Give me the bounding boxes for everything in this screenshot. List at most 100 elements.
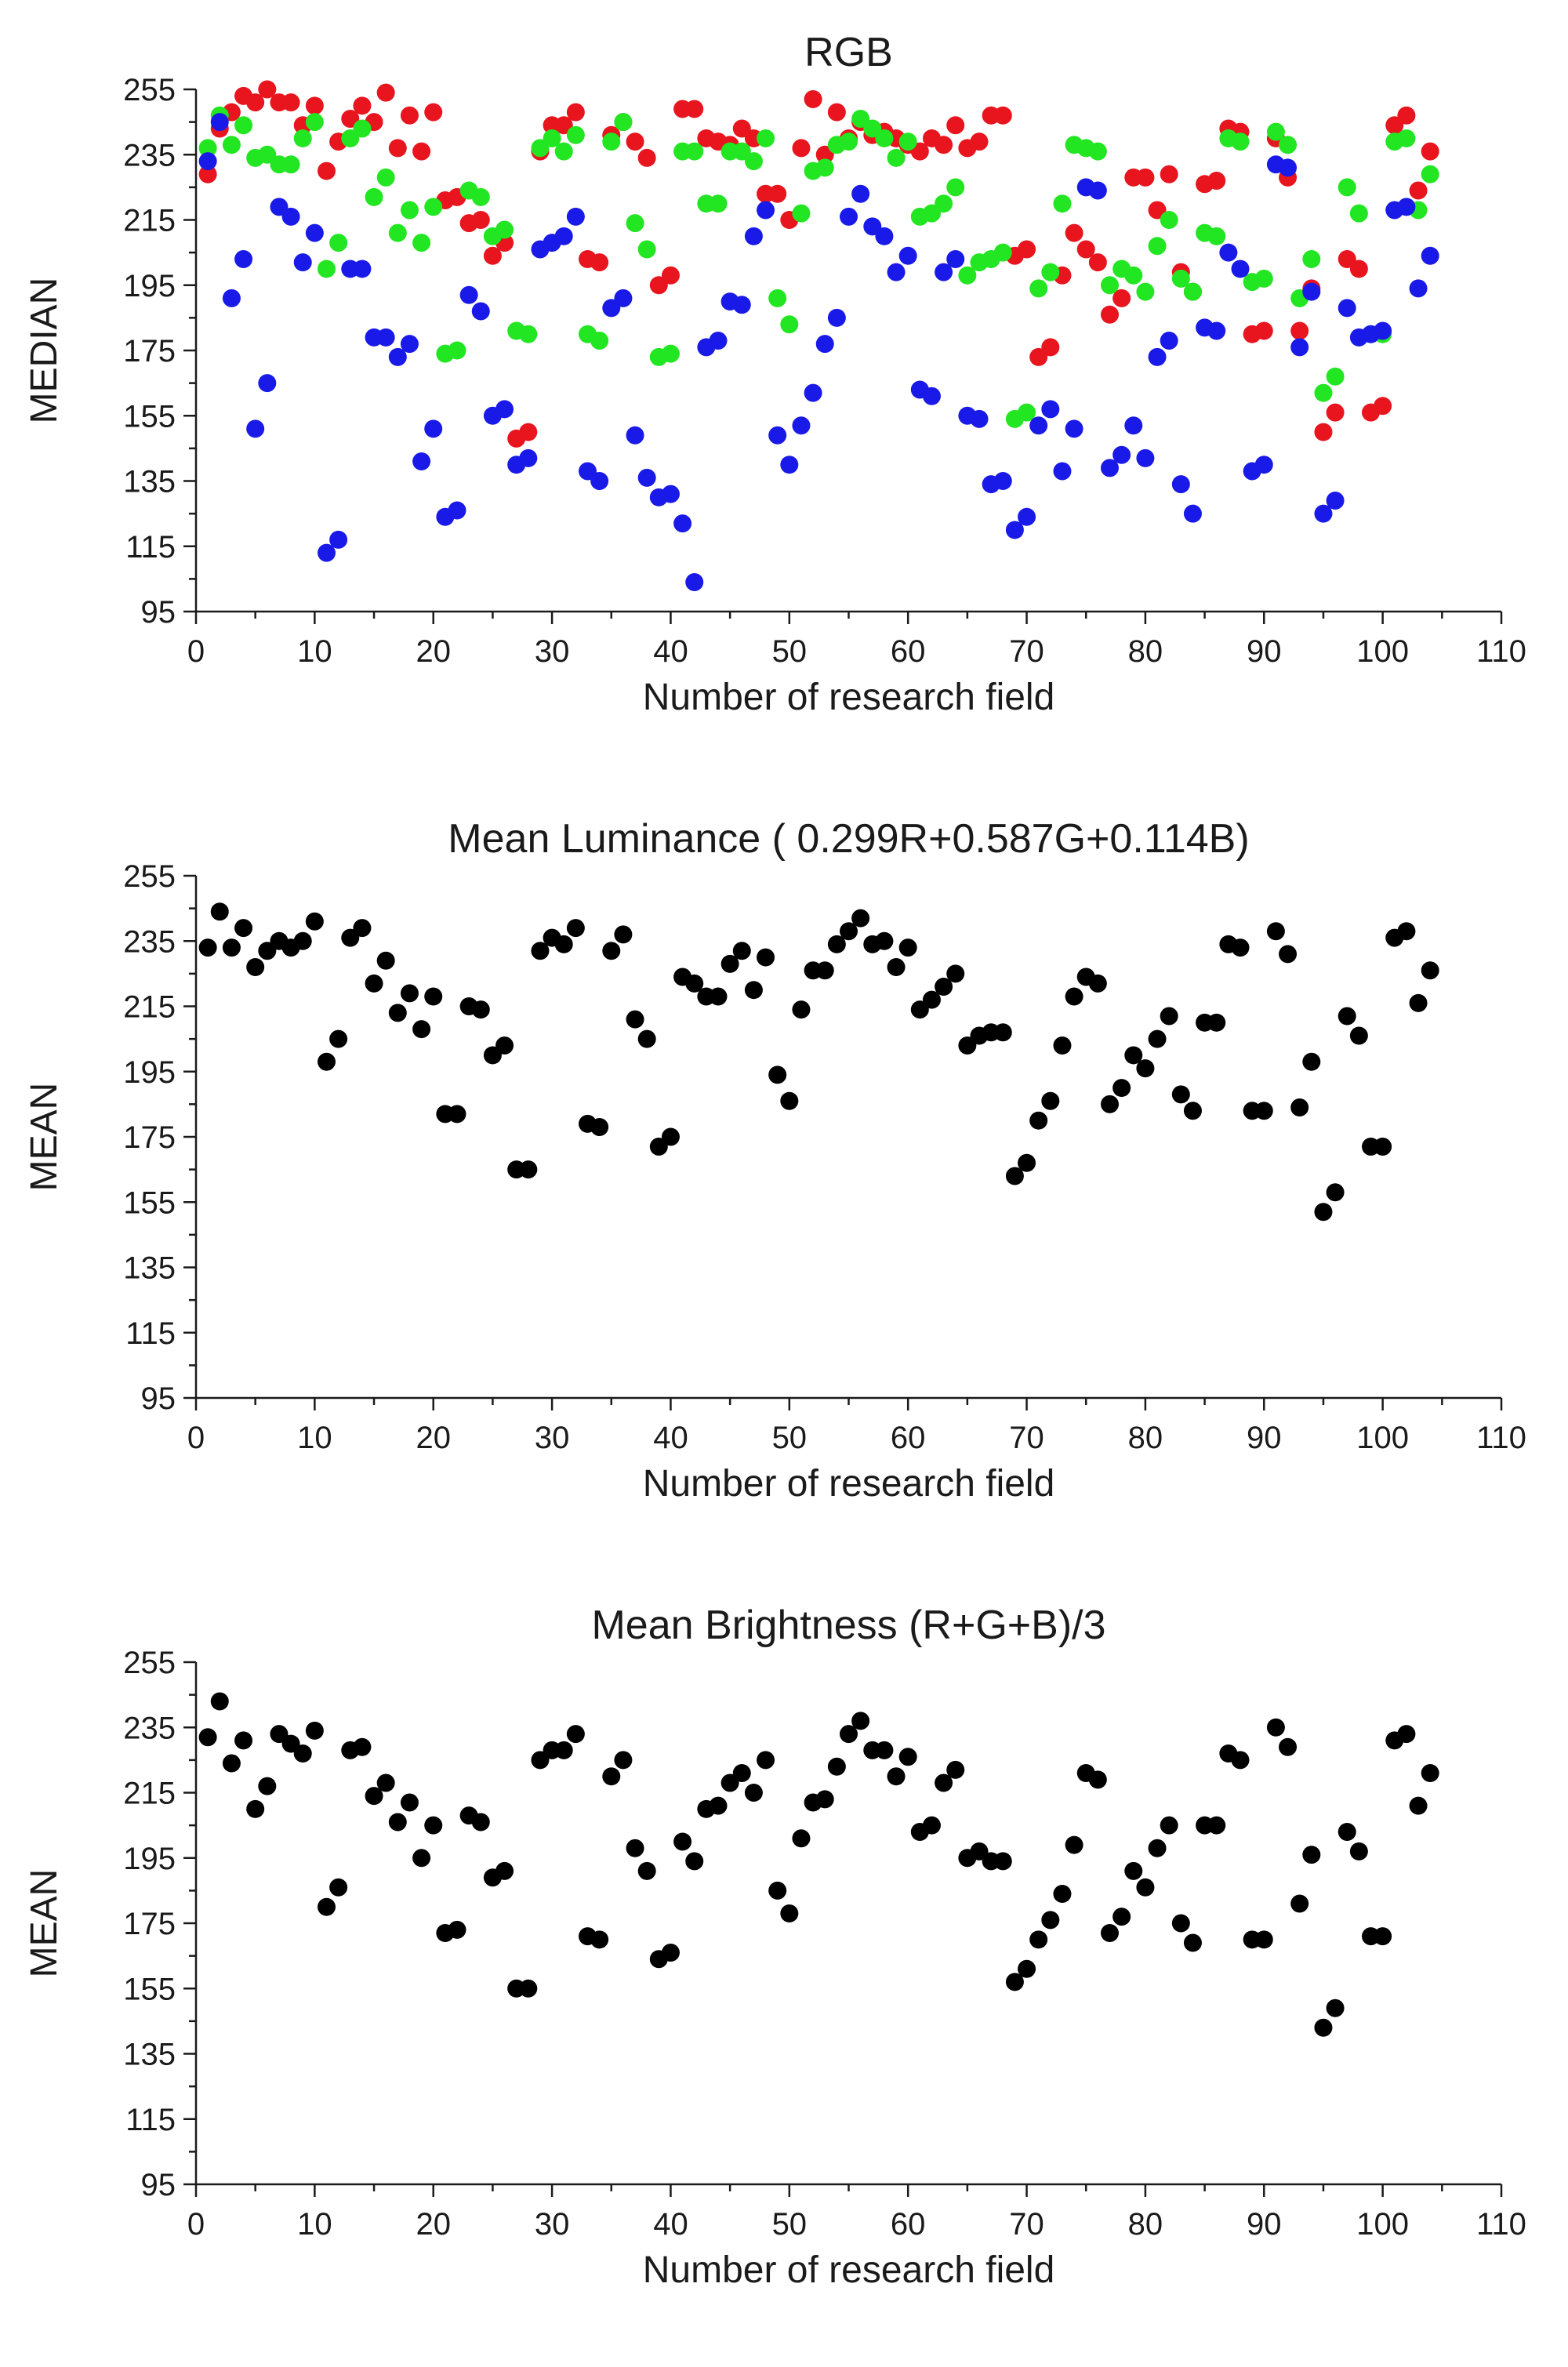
x-tick-label: 10 — [297, 634, 332, 669]
data-point — [1065, 987, 1083, 1006]
data-point — [744, 1784, 763, 1802]
data-point — [1065, 419, 1083, 438]
x-tick-label: 80 — [1128, 634, 1163, 669]
data-point — [1279, 158, 1298, 177]
data-point — [815, 145, 834, 164]
data-point — [519, 1979, 538, 1998]
data-point — [922, 990, 941, 1009]
data-point — [946, 1760, 965, 1779]
data-point — [1397, 922, 1416, 941]
y-tick-label: 215 — [123, 990, 176, 1025]
data-point — [744, 152, 763, 171]
data-point — [495, 1861, 514, 1880]
data-point — [305, 912, 324, 931]
data-point — [993, 1023, 1012, 1042]
data-point — [1171, 475, 1190, 494]
data-point — [531, 1751, 550, 1770]
data-point — [649, 1137, 668, 1156]
data-point — [210, 902, 229, 921]
data-point — [757, 129, 775, 147]
data-point — [1266, 1718, 1285, 1737]
data-point — [1029, 1111, 1048, 1130]
data-point — [281, 155, 300, 174]
data-point — [1231, 260, 1250, 278]
data-point — [1136, 168, 1155, 187]
data-point — [1160, 1816, 1178, 1835]
data-point — [1053, 194, 1072, 213]
data-point — [685, 573, 704, 592]
data-point — [1349, 260, 1368, 278]
data-point — [1148, 237, 1167, 256]
data-point — [898, 246, 917, 265]
data-point — [400, 106, 419, 125]
x-tick-label: 90 — [1247, 634, 1282, 669]
data-point — [673, 514, 692, 533]
data-point — [946, 116, 965, 135]
x-tick-label: 40 — [653, 1421, 688, 1455]
data-point — [685, 142, 704, 161]
data-point — [649, 276, 668, 295]
data-point — [1112, 289, 1131, 307]
data-point — [412, 1849, 431, 1868]
data-point — [626, 1839, 644, 1857]
data-point — [685, 100, 704, 118]
data-point — [1207, 1816, 1226, 1835]
data-point — [1018, 507, 1036, 526]
data-point — [1112, 445, 1131, 464]
data-point — [1374, 1927, 1392, 1946]
x-tick-label: 30 — [535, 2207, 570, 2242]
data-point — [970, 133, 989, 151]
data-point — [1374, 397, 1392, 416]
x-tick-label: 100 — [1356, 1421, 1409, 1455]
data-point — [329, 1878, 348, 1897]
y-tick-label: 235 — [123, 924, 176, 959]
data-point — [318, 1897, 336, 1916]
data-point — [222, 938, 241, 957]
data-point — [412, 452, 431, 471]
x-tick-label: 90 — [1247, 2207, 1282, 2242]
data-point — [614, 1751, 633, 1770]
data-point — [661, 1943, 680, 1962]
data-point — [661, 485, 680, 503]
x-tick-label: 10 — [297, 2207, 332, 2242]
data-point — [1302, 249, 1321, 268]
data-point — [1314, 2018, 1333, 2037]
data-point — [614, 925, 633, 944]
data-point — [222, 136, 241, 154]
data-point — [922, 1816, 941, 1835]
y-tick-label: 115 — [125, 530, 176, 565]
data-point — [1254, 456, 1273, 474]
data-point — [910, 142, 929, 161]
data-point — [732, 119, 751, 138]
data-point — [1018, 1153, 1036, 1172]
data-point — [365, 1787, 383, 1806]
data-point — [246, 93, 265, 112]
data-point — [827, 103, 846, 122]
data-point — [579, 462, 597, 481]
data-point — [780, 315, 799, 334]
data-point — [1279, 945, 1298, 964]
data-point — [1207, 227, 1226, 245]
data-point — [293, 253, 312, 272]
y-tick-label: 95 — [141, 595, 176, 630]
data-point — [993, 472, 1012, 490]
data-point — [531, 942, 550, 960]
data-point — [626, 426, 644, 445]
data-point — [815, 335, 834, 354]
data-point — [732, 942, 751, 960]
y-tick-label: 235 — [123, 138, 176, 172]
data-point — [1171, 1085, 1190, 1104]
data-point — [815, 961, 834, 980]
x-tick-label: 30 — [535, 1421, 570, 1455]
data-point — [566, 919, 585, 938]
data-point — [875, 129, 894, 147]
data-point — [1065, 1835, 1083, 1854]
data-point — [792, 416, 811, 435]
data-point — [1290, 338, 1309, 357]
data-point — [673, 1832, 692, 1851]
data-point — [258, 145, 277, 164]
data-point — [1101, 305, 1119, 324]
data-point — [661, 1127, 680, 1146]
data-point — [935, 1773, 953, 1792]
data-point — [626, 133, 644, 151]
